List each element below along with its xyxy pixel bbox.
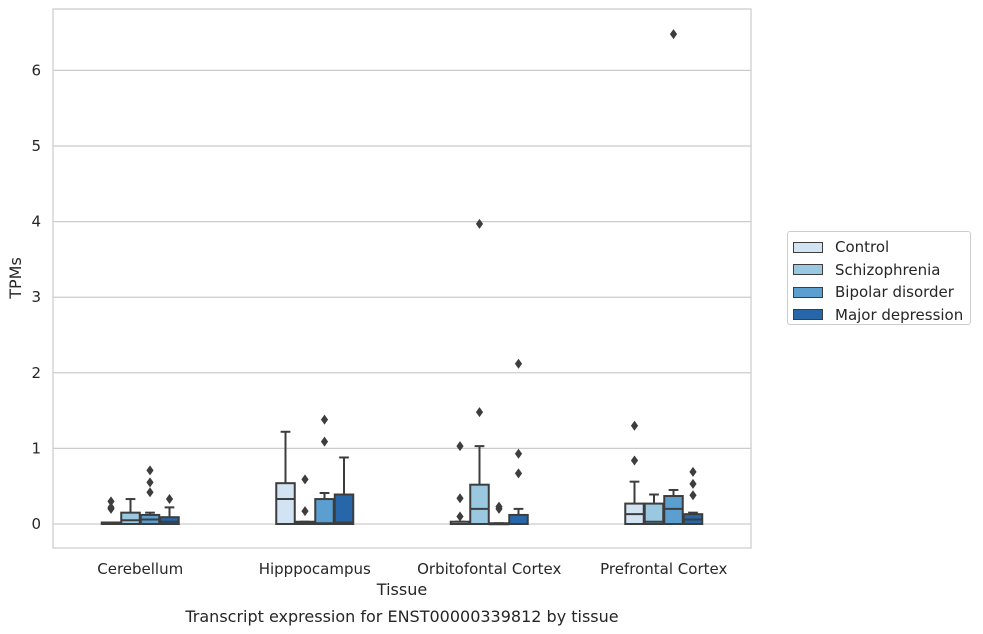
x-tick-label: Prefrontal Cortex (600, 560, 727, 578)
legend-label: Control (835, 238, 890, 257)
outlier-point (495, 501, 503, 512)
box-plot (314, 414, 335, 526)
outlier-point (630, 420, 639, 431)
box (314, 498, 335, 526)
box (469, 483, 490, 525)
x-tick-label: Cerebellum (97, 560, 183, 578)
box (159, 516, 180, 525)
chart-title: Transcript expression for ENST0000033981… (184, 607, 618, 626)
box (508, 513, 529, 525)
box-plot (100, 496, 122, 525)
box-plot (294, 474, 316, 525)
y-tick-label: 1 (31, 439, 41, 457)
legend-item: Control (793, 236, 970, 259)
x-tick-label: Orbitofontal Cortex (417, 560, 561, 578)
box-plot (488, 501, 510, 526)
box-plot (643, 493, 665, 526)
legend-swatch (793, 264, 823, 276)
legend-label: Major depression (835, 305, 964, 324)
box-plot (508, 358, 529, 525)
outlier-point (456, 493, 464, 504)
box-plot (682, 466, 704, 525)
outlier-point (514, 448, 523, 459)
outlier-point (475, 218, 484, 229)
outlier-point (165, 494, 174, 505)
legend-label: Schizophrenia (835, 260, 941, 279)
outlier-point (146, 465, 154, 476)
y-tick-label: 3 (31, 288, 41, 306)
plot-frame (52, 8, 752, 549)
outlier-point (689, 478, 697, 489)
outlier-point (475, 407, 484, 418)
outlier-point (146, 477, 154, 488)
outlier-point (630, 455, 639, 466)
box-plot (663, 29, 684, 526)
box-plots (100, 29, 704, 526)
y-tick-label: 2 (31, 364, 41, 382)
legend-swatch (793, 286, 823, 298)
outlier-point (669, 29, 678, 40)
box-plot (139, 465, 161, 525)
outlier-point (456, 441, 464, 452)
box-plot (624, 420, 645, 526)
gridlines (53, 69, 751, 525)
box (333, 493, 355, 525)
y-tick-label: 5 (31, 137, 41, 155)
box-plot (120, 498, 141, 525)
outlier-point (107, 502, 115, 513)
legend-item: Major depression (793, 304, 970, 327)
x-tick-labels: Cerebellum Hipppocampus Orbitofontal Corte… (97, 560, 727, 578)
legend: Control Schizophrenia Bipolar disorder Majo… (787, 231, 971, 325)
y-tick-label: 0 (31, 515, 41, 533)
box-plot (159, 494, 180, 525)
box-plot (469, 218, 490, 525)
y-axis-title: TPMs (6, 257, 25, 300)
outlier-point (514, 358, 523, 369)
box (120, 511, 141, 525)
x-tick-label: Hipppocampus (259, 560, 371, 578)
legend-item: Bipolar disorder (793, 281, 970, 304)
outlier-point (107, 496, 115, 507)
outlier-point (514, 468, 523, 479)
outlier-point (301, 506, 309, 517)
x-axis-title: Tissue (376, 580, 427, 599)
outlier-point (689, 490, 697, 501)
box (275, 482, 296, 525)
y-tick-label: 6 (31, 61, 41, 79)
legend-swatch (793, 309, 823, 321)
outlier-point (456, 511, 464, 522)
legend-label: Bipolar disorder (835, 283, 954, 302)
box (663, 495, 684, 526)
box-plot (333, 456, 355, 525)
y-tick-label: 4 (31, 213, 41, 231)
outlier-point (301, 474, 309, 485)
outlier-point (320, 436, 329, 447)
outlier-point (320, 414, 329, 425)
box-plot (275, 430, 296, 525)
legend-swatch (793, 241, 823, 253)
outlier-point (146, 487, 154, 498)
legend-item: Schizophrenia (793, 259, 970, 282)
outlier-point (689, 466, 697, 477)
box-plot (449, 441, 471, 525)
y-tick-labels: 0 1 2 3 4 5 6 (31, 61, 41, 533)
